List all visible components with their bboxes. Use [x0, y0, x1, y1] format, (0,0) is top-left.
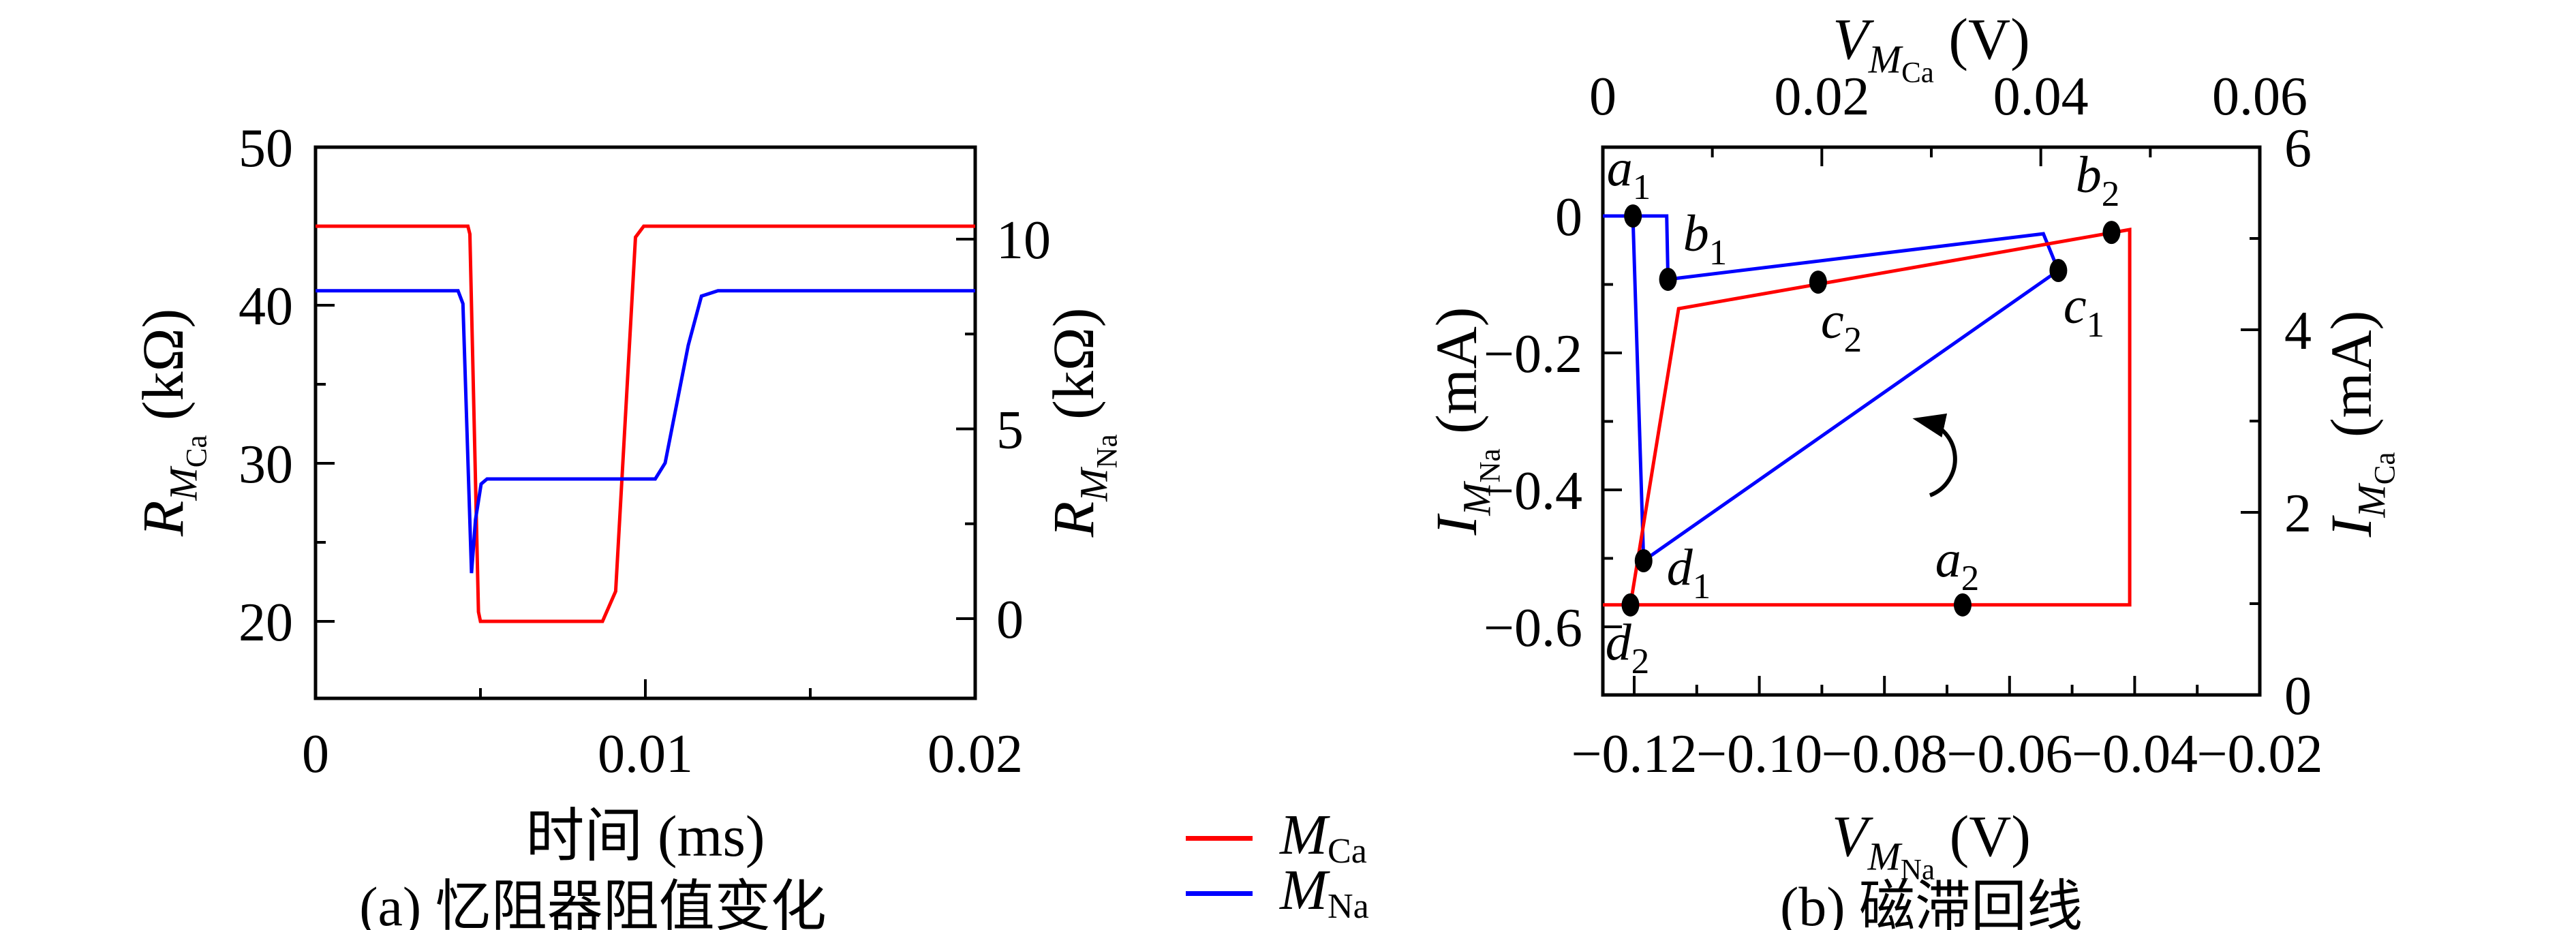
left-chart-frame: [313, 145, 977, 700]
legend-label-m_ca: MCa: [1280, 803, 1367, 871]
y-left-tick-label: 20: [239, 593, 293, 653]
y-right-tick-label: 0: [996, 590, 1024, 650]
y-right-tick-label: 0: [2284, 666, 2312, 726]
left-chart-ylabel-right: RMNa (kΩ): [1041, 308, 1123, 538]
x-bottom-tick-label: −0.12: [1571, 724, 1697, 784]
legend-item-m_na: MNa: [1186, 858, 1369, 926]
point-dot-a2: [1953, 593, 1972, 617]
x-bottom-tick-label: −0.08: [1822, 724, 1948, 784]
y-right-tick-label: 2: [2284, 484, 2312, 544]
x-bottom-tick-label: −0.10: [1696, 724, 1822, 784]
y-right-tick-label: 6: [2284, 119, 2312, 179]
point-dot-d1: [1634, 549, 1653, 573]
point-label-b2: b2: [2076, 146, 2120, 214]
y-left-tick-label: 50: [239, 119, 293, 179]
x-tick-label: 0: [302, 724, 329, 784]
legend-line-m_na: [1186, 890, 1253, 896]
point-label-d2: d2: [1606, 614, 1650, 681]
point-label-d1: d1: [1667, 539, 1711, 606]
point-dot-c1: [2049, 258, 2068, 282]
point-label-c2: c2: [1821, 292, 1862, 360]
x-top-tick-label: 0: [1589, 67, 1616, 127]
y-left-tick-label: 30: [239, 435, 293, 495]
x-bottom-tick-label: −0.04: [2072, 724, 2198, 784]
y-right-tick-label: 10: [996, 211, 1051, 270]
point-label-c1: c1: [2064, 277, 2104, 345]
x-top-tick-label: 0.04: [1993, 67, 2089, 127]
point-label-a2: a2: [1935, 531, 1980, 598]
y-left-tick-label: −0.6: [1484, 598, 1582, 658]
right-chart-top-xlabel: VMCa (V): [1833, 6, 2030, 89]
point-dot-c2: [1809, 270, 1827, 294]
y-right-tick-label: 4: [2284, 301, 2312, 361]
x-tick-label: 0.02: [927, 724, 1023, 784]
point-dot-b2: [2102, 221, 2121, 245]
y-left-tick-label: −0.2: [1484, 324, 1582, 384]
legend-line-m_ca: [1186, 835, 1253, 841]
legend: MCa MNa: [1186, 0, 1458, 930]
point-dot-a1: [1624, 204, 1642, 228]
legend-label-m_na: MNa: [1280, 858, 1369, 926]
left-chart-ylabel-left: RMCa (kΩ): [130, 309, 213, 537]
right-chart-bottom-xlabel: VMNa (V): [1832, 803, 2031, 886]
point-dot-b1: [1659, 267, 1677, 291]
caption-left-chart: (a) 忆阻器阻值变化: [359, 875, 827, 930]
point-label-a1: a1: [1607, 140, 1651, 207]
mca-resistance-curve: [316, 224, 975, 623]
x-bottom-tick-label: −0.02: [2196, 724, 2322, 784]
left-chart-xlabel: 时间 (ms): [525, 803, 765, 869]
x-tick-label: 0.01: [598, 724, 693, 784]
caption-right-chart: (b) 磁滞回线: [1779, 875, 2083, 930]
right-chart-ylabel-right: IMCa (mA): [2318, 311, 2401, 538]
right-chart-ylabel-left: IMNa (mA): [1424, 307, 1506, 536]
point-label-b1: b1: [1683, 205, 1728, 273]
point-dot-d2: [1621, 593, 1640, 617]
y-left-tick-label: −0.4: [1484, 461, 1582, 521]
mna-hysteresis-loop: [1603, 214, 2061, 564]
y-left-tick-label: 40: [239, 277, 293, 337]
x-top-tick-label: 0.02: [1774, 67, 1869, 127]
x-top-tick-label: 0.06: [2212, 67, 2307, 127]
legend-item-m_ca: MCa: [1186, 803, 1367, 871]
loop-direction-arrow: [1912, 413, 1957, 497]
x-bottom-tick-label: −0.06: [1946, 724, 2072, 784]
mna-resistance-curve: [316, 289, 975, 574]
y-right-tick-label: 5: [996, 401, 1024, 461]
y-left-tick-label: 0: [1555, 187, 1582, 247]
